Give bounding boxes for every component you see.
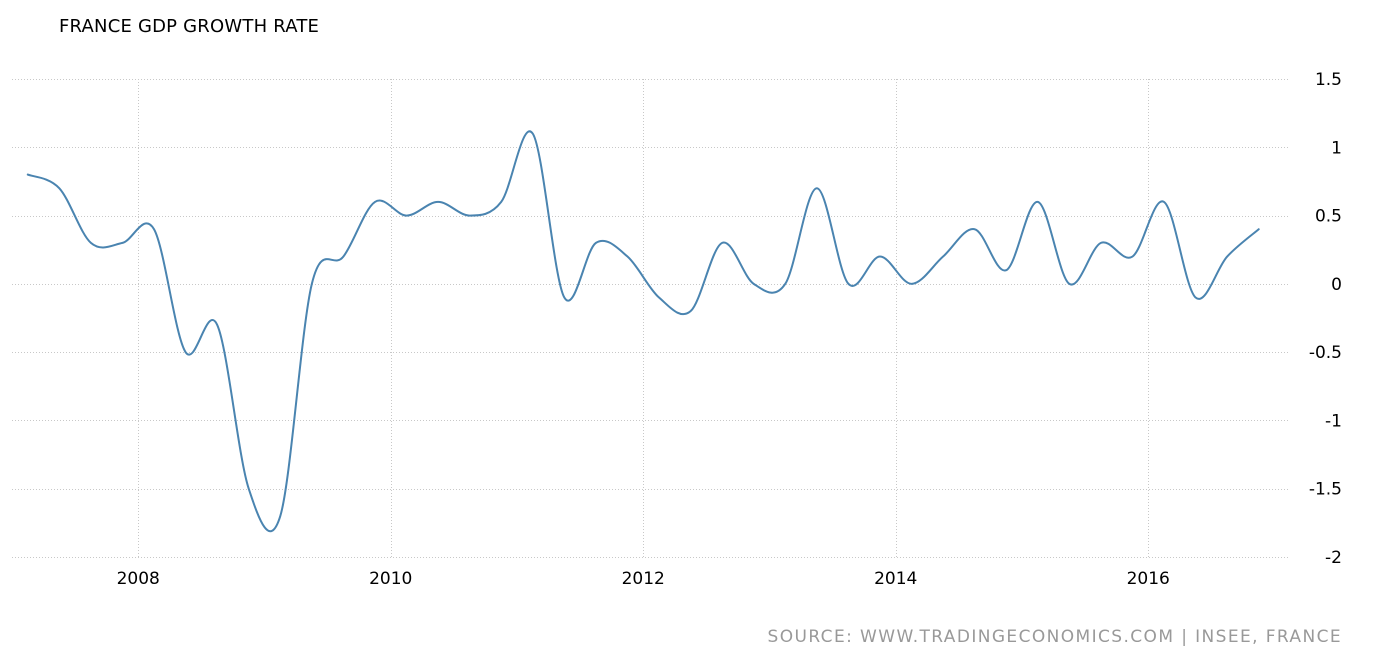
y-tick-label: -0.5 (1309, 343, 1342, 363)
series-line (26, 130, 1260, 532)
data-point (1129, 254, 1135, 260)
data-point (624, 254, 630, 260)
data-point (183, 349, 189, 355)
data-point (530, 131, 536, 137)
data-point (909, 281, 915, 287)
y-tick-label: -1.5 (1309, 480, 1342, 500)
data-point (151, 226, 157, 232)
y-axis-labels: -2 -1.5 -1 -0.5 0 0.5 1 1.5 (1309, 70, 1342, 568)
data-point (309, 281, 315, 287)
data-point (972, 226, 978, 232)
y-tick-label: -1 (1325, 411, 1342, 431)
y-tick-label: 0.5 (1315, 207, 1342, 227)
chart-title: FRANCE GDP GROWTH RATE (59, 16, 320, 37)
y-tick-label: 1.5 (1315, 70, 1342, 90)
data-point (277, 513, 283, 519)
data-point (404, 213, 410, 219)
data-point (119, 240, 125, 246)
data-point (372, 199, 378, 205)
x-tick-label: 2016 (1127, 569, 1170, 589)
data-point (1066, 281, 1072, 287)
data-point (1098, 240, 1104, 246)
data-point (214, 322, 220, 328)
data-point (246, 486, 252, 492)
data-point (751, 281, 757, 287)
data-point (467, 213, 473, 219)
data-point (56, 185, 62, 191)
data-point (782, 281, 788, 287)
x-tick-label: 2014 (874, 569, 917, 589)
data-point (1193, 295, 1199, 301)
data-point (1224, 254, 1230, 260)
data-point (561, 295, 567, 301)
y-gridlines (12, 79, 1290, 558)
series-group (25, 130, 1262, 532)
data-point (845, 281, 851, 287)
x-axis-labels: 2008 2010 2012 2014 2016 (117, 569, 1170, 589)
y-tick-label: 0 (1331, 275, 1342, 295)
data-point (593, 240, 599, 246)
data-point (435, 199, 441, 205)
source-credit: SOURCE: WWW.TRADINGECONOMICS.COM | INSEE… (767, 627, 1342, 647)
data-point (719, 240, 725, 246)
data-point (88, 240, 94, 246)
data-point (877, 254, 883, 260)
data-point (498, 199, 504, 205)
data-point (940, 254, 946, 260)
data-point (340, 254, 346, 260)
x-gridlines (138, 79, 1149, 557)
x-tick-label: 2012 (622, 569, 665, 589)
y-tick-label: -2 (1325, 548, 1342, 568)
data-point (656, 295, 662, 301)
data-point (1256, 226, 1262, 232)
data-point (1161, 199, 1167, 205)
data-point (1035, 199, 1041, 205)
data-point (814, 185, 820, 191)
y-tick-label: 1 (1331, 138, 1342, 158)
x-tick-label: 2008 (117, 569, 160, 589)
data-point (688, 308, 694, 314)
data-point (1003, 267, 1009, 273)
x-tick-label: 2010 (369, 569, 412, 589)
data-point (25, 172, 31, 178)
